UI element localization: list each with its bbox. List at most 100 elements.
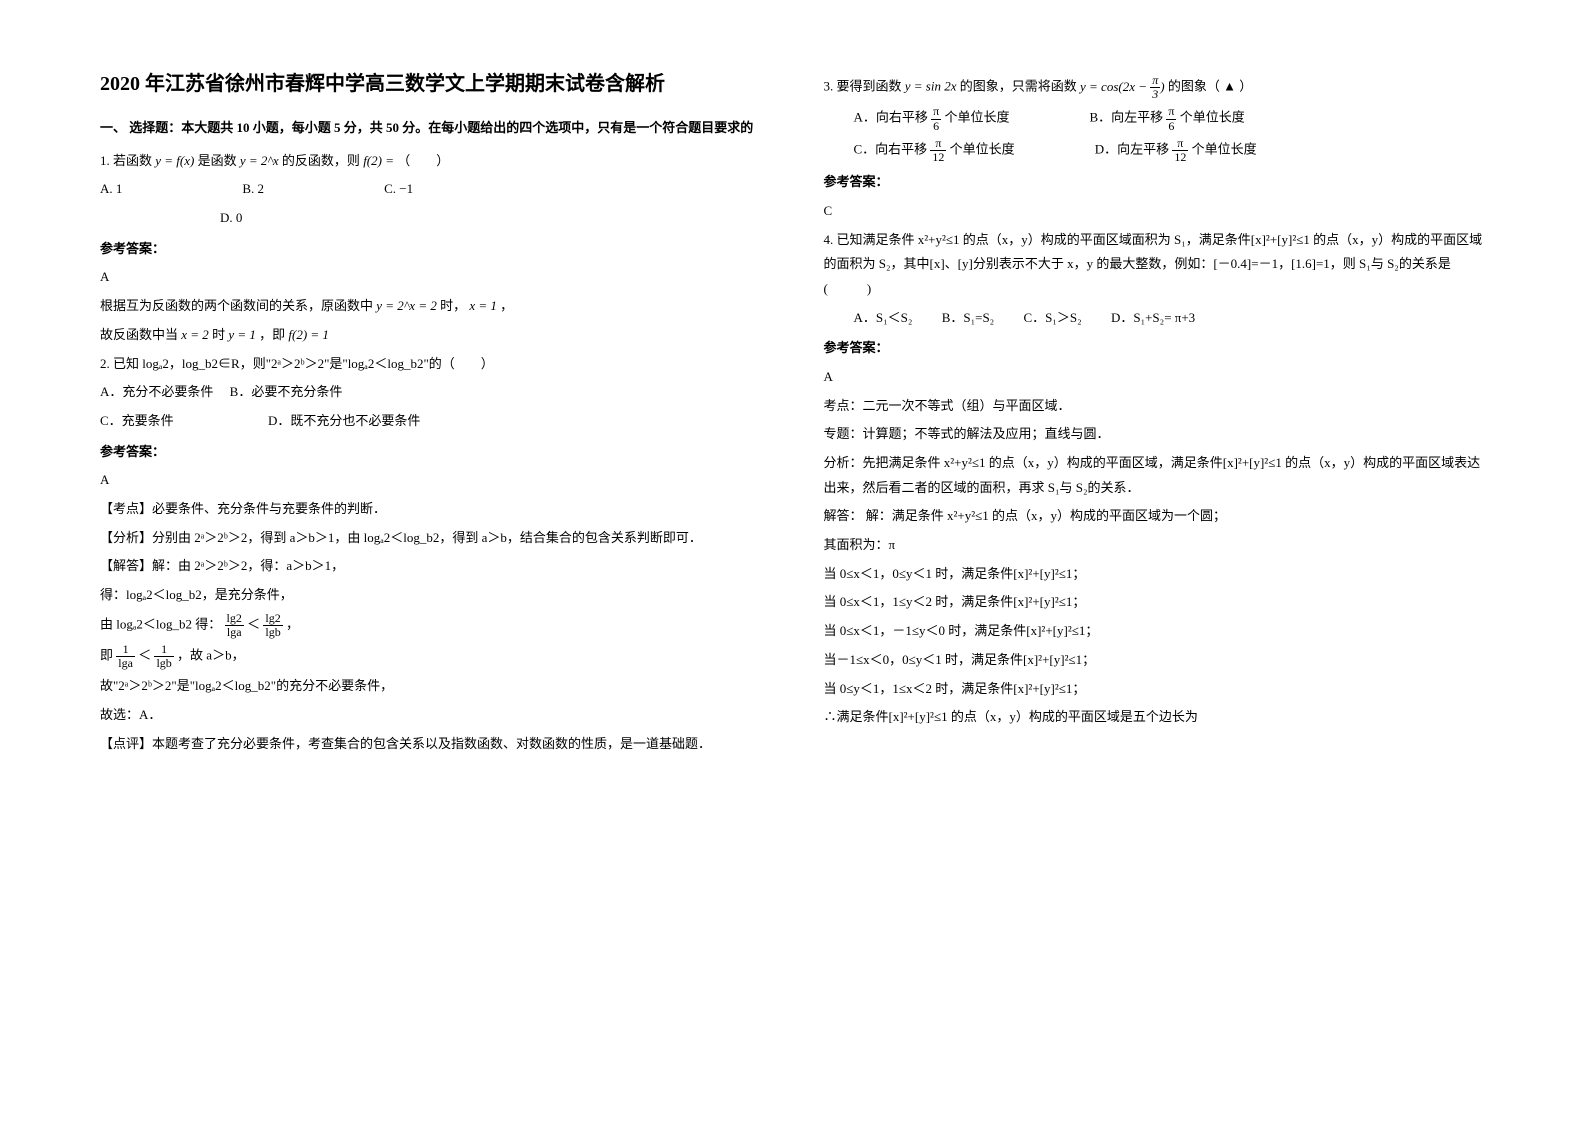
q3-optA-pre: A．向右平移 — [854, 110, 932, 125]
q3-tail: 的图象（ ▲ ） — [1168, 79, 1252, 94]
q2-l6-tail: ，故 a＞b， — [177, 648, 245, 663]
q3-optD-den: 12 — [1172, 151, 1188, 164]
q1-optB: B. 2 — [242, 177, 264, 202]
q1-exp2-mid: 时 — [212, 327, 228, 342]
q4-l8: 当 0≤x＜1，－1≤y＜0 时，满足条件[x]²+[y]²≤1； — [824, 619, 1488, 644]
q3-f2: y = cos(2x − π3) — [1080, 79, 1168, 94]
q3-f1: y = sin 2x — [905, 79, 957, 94]
q1-exp2: 故反函数中当 x = 2 时 y = 1 ，即 f(2) = 1 — [100, 323, 764, 348]
q4-l7: 当 0≤x＜1，1≤y＜2 时，满足条件[x]²+[y]²≤1； — [824, 590, 1488, 615]
q1-exp2-mid2: ，即 — [259, 327, 288, 342]
q2-l7: 故"2ᵃ＞2ᵇ＞2"是"logₐ2＜log_b2"的充分不必要条件， — [100, 674, 764, 699]
q2-l6: 即 1lga ＜ 1lgb ，故 a＞b， — [100, 643, 764, 670]
section-1-head: 一、 选择题：本大题共 10 小题，每小题 5 分，共 50 分。在每小题给出的… — [100, 116, 764, 141]
q1-optD: D. 0 — [220, 206, 764, 231]
q2-l6-pre: 即 — [100, 648, 116, 663]
q3-optD-num: π — [1172, 137, 1188, 151]
q2-l5: 由 logₐ2＜log_b2 得： lg2lga ＜ lg2lgb ， — [100, 612, 764, 639]
q1-ans-label: 参考答案： — [100, 237, 764, 262]
q2-l5-pre: 由 logₐ2＜log_b2 得： — [100, 616, 221, 631]
q2-l6-lt: ＜ — [138, 648, 154, 663]
q1-exp2-c: f(2) = 1 — [288, 327, 329, 342]
q3-optB: B．向左平移 π6 个单位长度 — [1089, 105, 1244, 132]
q3-optB-pre: B．向左平移 — [1089, 110, 1166, 125]
q1-mid1: 是函数 — [198, 153, 240, 168]
q2-l6-f2n: 1 — [154, 643, 173, 657]
q3-optA: A．向右平移 π6 个单位长度 — [854, 105, 1010, 132]
q4-opts: A．S₁＜S₂ B．S₁=S₂ C．S₁＞S₂ D．S₁+S₂= π+3 — [854, 306, 1488, 331]
q3-optA-post: 个单位长度 — [941, 110, 1009, 125]
q3-mid: 的图象，只需将函数 — [960, 79, 1080, 94]
q4-l2: 专题：计算题；不等式的解法及应用；直线与圆． — [824, 422, 1488, 447]
q1-exp1-x: x = 1 — [469, 298, 497, 313]
q4-l4: 解答： 解：满足条件 x²+y²≤1 的点（x，y）构成的平面区域为一个圆； — [824, 504, 1488, 529]
q3-f2-frac: π3 — [1150, 74, 1160, 101]
q3-f2-den: 3 — [1150, 88, 1160, 101]
q2-l4: 得：logₐ2＜log_b2，是充分条件， — [100, 583, 764, 608]
q3-optC: C．向右平移 π12 个单位长度 — [854, 137, 1015, 164]
q3-optC-post: 个单位长度 — [946, 141, 1014, 156]
q1-mid2: 的反函数，则 — [282, 153, 363, 168]
q1-exp1-tail: ， — [500, 298, 513, 313]
q3-optA-num: π — [931, 105, 941, 119]
q1-tail: （ ） — [397, 153, 449, 168]
q4-l6: 当 0≤x＜1，0≤y＜1 时，满足条件[x]²+[y]²≤1； — [824, 562, 1488, 587]
q3-optD-pre: D．向左平移 — [1095, 141, 1173, 156]
q2-l2: 【分析】分别由 2ᵃ＞2ᵇ＞2，得到 a＞b＞1，由 logₐ2＜log_b2，… — [100, 526, 764, 551]
q2-l6-f2d: lgb — [154, 657, 173, 670]
q1-exp2-pre: 故反函数中当 — [100, 327, 181, 342]
q1-exp1-f: y = 2^x = 2 — [376, 298, 437, 313]
q1-exp1-pre: 根据互为反函数的两个函数间的关系，原函数中 — [100, 298, 376, 313]
q2-l6-frac2: 1lgb — [154, 643, 173, 670]
q1-exp2-a: x = 2 — [181, 327, 209, 342]
q2-l6-f1n: 1 — [116, 643, 135, 657]
q4-l10: 当 0≤y＜1，1≤x＜2 时，满足条件[x]²+[y]²≤1； — [824, 677, 1488, 702]
q3-optB-post: 个单位长度 — [1176, 110, 1244, 125]
q3-optC-den: 12 — [930, 151, 946, 164]
q2-l5-tail: ， — [286, 616, 299, 631]
q3-optB-frac: π6 — [1166, 105, 1176, 132]
q1-f3: f(2) = — [363, 153, 394, 168]
q3-optA-frac: π6 — [931, 105, 941, 132]
q4-l1: 考点：二元一次不等式（组）与平面区域． — [824, 394, 1488, 419]
q1-pre: 1. 若函数 — [100, 153, 155, 168]
q1-stem: 1. 若函数 y = f(x) 是函数 y = 2^x 的反函数，则 f(2) … — [100, 149, 764, 174]
q2-l5-f1d: lga — [225, 626, 244, 639]
q3-f2-post: ) — [1160, 79, 1164, 94]
q3-optC-pre: C．向右平移 — [854, 141, 931, 156]
q4-l9: 当－1≤x＜0，0≤y＜1 时，满足条件[x]²+[y]²≤1； — [824, 648, 1488, 673]
q3-optB-den: 6 — [1166, 120, 1176, 133]
q2-l5-lt: ＜ — [247, 616, 263, 631]
q3-optB-num: π — [1166, 105, 1176, 119]
q4-ans: A — [824, 365, 1488, 390]
q2-l6-frac1: 1lga — [116, 643, 135, 670]
q4-stem: 4. 已知满足条件 x²+y²≤1 的点（x，y）构成的平面区域面积为 S₁，满… — [824, 228, 1488, 302]
q2-ans-label: 参考答案： — [100, 440, 764, 465]
q2-optB: B．必要不充分条件 — [230, 384, 343, 399]
q1-exp1: 根据互为反函数的两个函数间的关系，原函数中 y = 2^x = 2 时， x =… — [100, 294, 764, 319]
q3-optD-frac: π12 — [1172, 137, 1188, 164]
q2-l6-f1d: lga — [116, 657, 135, 670]
q2-ans: A — [100, 468, 764, 493]
q4-optC: C．S₁＞S₂ — [1023, 310, 1081, 325]
q4-optA: A．S₁＜S₂ — [854, 310, 913, 325]
q3-stem: 3. 要得到函数 y = sin 2x 的图象，只需将函数 y = cos(2x… — [824, 74, 1488, 101]
q3-pre: 3. 要得到函数 — [824, 79, 905, 94]
q1-optC: C. −1 — [384, 177, 413, 202]
q4-l11: ∴满足条件[x]²+[y]²≤1 的点（x，y）构成的平面区域是五个边长为 — [824, 705, 1488, 730]
q3-optA-den: 6 — [931, 120, 941, 133]
q2-optC: C．充要条件 — [100, 413, 174, 428]
q2-l5-f1n: lg2 — [225, 612, 244, 626]
q2-optA: A．充分不必要条件 — [100, 384, 213, 399]
q4-optB: B．S₁=S₂ — [942, 310, 995, 325]
q4-l5: 其面积为：π — [824, 533, 1488, 558]
page-title: 2020 年江苏省徐州市春辉中学高三数学文上学期期末试卷含解析 — [100, 70, 764, 98]
q2-optD: D．既不充分也不必要条件 — [268, 413, 420, 428]
q1-f2: y = 2^x — [240, 153, 279, 168]
q3-ans-label: 参考答案： — [824, 170, 1488, 195]
q3-optD: D．向左平移 π12 个单位长度 — [1095, 137, 1257, 164]
q1-exp1-mid: 时， — [440, 298, 466, 313]
q2-l5-f2d: lgb — [263, 626, 282, 639]
q3-optC-frac: π12 — [930, 137, 946, 164]
q2-l8: 故选：A． — [100, 703, 764, 728]
